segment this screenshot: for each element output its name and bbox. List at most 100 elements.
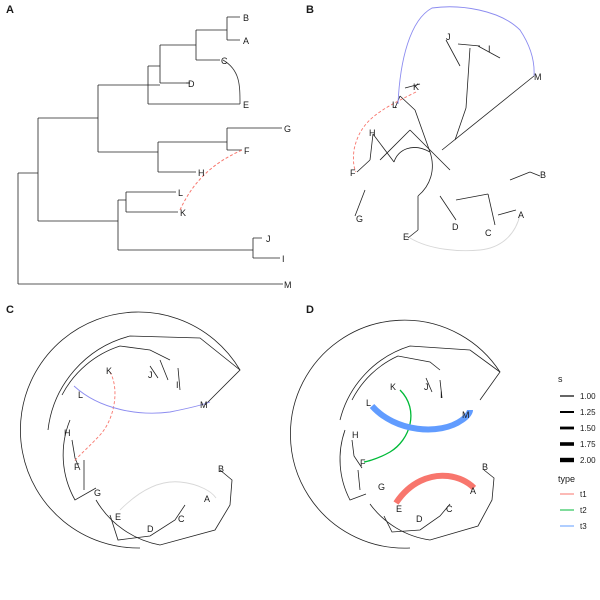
tip-label: J bbox=[148, 370, 153, 380]
branch-edc bbox=[109, 504, 186, 541]
panel-d: D K J I L M H F G E D C A B bbox=[290, 304, 501, 549]
tip-label: E bbox=[396, 504, 402, 514]
tip-label: M bbox=[462, 410, 470, 420]
tip-label: J bbox=[424, 382, 429, 392]
panel-b-tips: J I M K H F G E D C A B L bbox=[350, 32, 546, 242]
tip-label: F bbox=[350, 168, 356, 178]
tip-label: M bbox=[284, 280, 292, 290]
ring-upper bbox=[339, 345, 501, 421]
branch-cab bbox=[487, 171, 541, 226]
tip-label: C bbox=[446, 504, 453, 514]
branch-upper bbox=[97, 84, 160, 153]
tip-label: C bbox=[178, 514, 185, 524]
panel-c-label: C bbox=[6, 304, 14, 316]
branch-de bbox=[147, 65, 240, 105]
tip-label: L bbox=[392, 100, 397, 110]
tip-label: B bbox=[243, 13, 249, 23]
panel-a-link-c-e bbox=[222, 59, 241, 105]
branch-hf bbox=[351, 439, 363, 491]
branch-lkji bbox=[117, 199, 253, 251]
tip-label: C bbox=[485, 228, 492, 238]
tip-label: H bbox=[198, 168, 205, 178]
branch-edc bbox=[383, 503, 451, 533]
legend: s 1.00 1.25 1.50 1.75 2.00 type t1 t2 t3 bbox=[558, 374, 596, 531]
tip-label: A bbox=[518, 210, 524, 220]
tip-label: F bbox=[74, 462, 80, 472]
panel-b-link-l-m bbox=[397, 6, 535, 105]
panel-d-link-e-a bbox=[393, 472, 477, 505]
tip-label: D bbox=[147, 524, 154, 534]
branch-hf bbox=[71, 439, 85, 490]
legend-size-label: 1.25 bbox=[580, 408, 596, 417]
tip-label: H bbox=[369, 128, 376, 138]
tip-label: G bbox=[356, 214, 363, 224]
panel-a: A B A C D E G bbox=[6, 4, 292, 290]
tip-label: E bbox=[115, 512, 121, 522]
tip-label: B bbox=[218, 464, 224, 474]
tip-label: G bbox=[378, 482, 385, 492]
tip-label: H bbox=[64, 428, 71, 438]
legend-size-label: 1.75 bbox=[580, 440, 596, 449]
tip-label: J bbox=[446, 32, 451, 42]
panel-b-link-e-a bbox=[409, 214, 521, 252]
tip-label: F bbox=[244, 146, 250, 156]
panel-d-label: D bbox=[306, 304, 314, 316]
panel-b-tree bbox=[354, 39, 541, 239]
tip-label: J bbox=[266, 234, 271, 244]
tip-label: M bbox=[534, 72, 542, 82]
tip-label: E bbox=[403, 232, 409, 242]
panel-c-link-l-m bbox=[73, 385, 211, 414]
legend-size-title: s bbox=[558, 374, 563, 384]
branch-ba bbox=[226, 16, 240, 41]
panel-a-label: A bbox=[6, 4, 14, 16]
panel-b-link-k-f bbox=[353, 91, 417, 173]
branch-kl bbox=[394, 83, 431, 153]
panel-a-tips: B A C D E G F H L K J I M bbox=[178, 13, 292, 290]
tip-label: B bbox=[482, 462, 488, 472]
branch-m bbox=[441, 75, 535, 151]
tip-label: G bbox=[284, 124, 291, 134]
branch-gf bbox=[226, 127, 282, 151]
panel-c-link-k-f bbox=[73, 371, 116, 463]
tip-label: D bbox=[416, 514, 423, 524]
panel-c: C K J I L M H F G E D C A B bbox=[6, 304, 241, 549]
panel-d-tips: K J I L M H F G E D C A B bbox=[352, 382, 488, 524]
branch-gfh bbox=[157, 141, 227, 173]
legend-size-items: 1.00 1.25 1.50 1.75 2.00 bbox=[560, 392, 596, 465]
branch-inner bbox=[379, 129, 451, 171]
tip-label: B bbox=[540, 170, 546, 180]
panel-c-tips: K J I L M H F G E D C A B bbox=[64, 366, 224, 534]
tip-label: I bbox=[176, 380, 179, 390]
tip-label: K bbox=[413, 82, 419, 92]
panel-a-link-f-k bbox=[179, 149, 243, 211]
ring-k bbox=[61, 345, 171, 396]
branch-edcab bbox=[407, 151, 489, 239]
panel-d-link-l-m bbox=[369, 403, 473, 433]
tip-label: C bbox=[221, 56, 228, 66]
legend-size-label: 1.50 bbox=[580, 424, 596, 433]
branch-m bbox=[17, 173, 283, 285]
tip-label: L bbox=[78, 390, 83, 400]
legend-type-label: t1 bbox=[580, 490, 587, 499]
panel-c-link-e-a bbox=[119, 481, 217, 511]
tip-label: K bbox=[390, 382, 396, 392]
tip-label: A bbox=[243, 36, 249, 46]
ring-upper bbox=[47, 335, 241, 431]
tip-label: K bbox=[106, 366, 112, 376]
branch-ji bbox=[445, 39, 501, 141]
legend-type-title: type bbox=[558, 474, 575, 484]
panel-c-tree bbox=[20, 311, 241, 549]
branch-root-split bbox=[18, 117, 118, 222]
ring-lower bbox=[369, 469, 495, 541]
legend-type-items: t1 t2 t3 bbox=[560, 490, 587, 531]
legend-type-label: t3 bbox=[580, 522, 587, 531]
branch-bac bbox=[195, 29, 227, 61]
tip-label: D bbox=[452, 222, 459, 232]
ring-hfg bbox=[62, 419, 97, 501]
panel-d-tree bbox=[290, 319, 501, 549]
branch-ji bbox=[149, 359, 181, 391]
legend-size-label: 2.00 bbox=[580, 456, 596, 465]
tip-label: M bbox=[200, 400, 208, 410]
